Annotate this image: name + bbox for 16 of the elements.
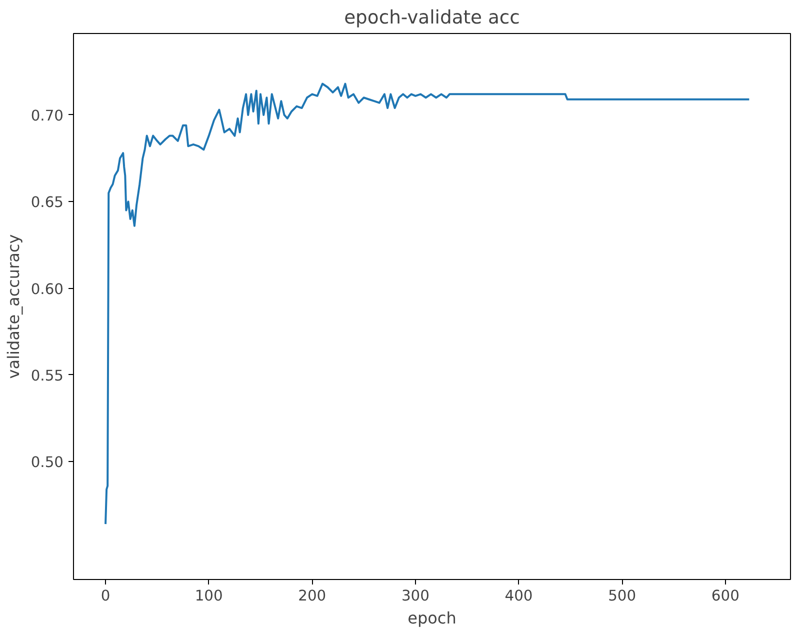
x-axis-title: epoch — [408, 608, 456, 628]
y-tick-label: 0.70 — [30, 107, 64, 124]
x-tick-label: 200 — [298, 588, 326, 604]
x-tick-label: 100 — [194, 588, 223, 604]
y-tick-label: 0.65 — [30, 194, 64, 212]
x-tick-label: 600 — [711, 588, 740, 604]
y-tick-label: 0.50 — [30, 454, 64, 472]
y-tick-label: 0.55 — [30, 367, 64, 384]
x-tick-label: 500 — [608, 588, 636, 604]
chart-title: epoch-validate acc — [344, 8, 520, 28]
x-tick-label: 0 — [100, 588, 110, 604]
y-tick-label: 0.60 — [30, 280, 64, 298]
x-tick-label: 300 — [401, 588, 430, 604]
line-series — [104, 82, 750, 526]
x-tick-label: 400 — [504, 588, 533, 604]
y-axis-title: validate_accuracy — [4, 234, 23, 379]
